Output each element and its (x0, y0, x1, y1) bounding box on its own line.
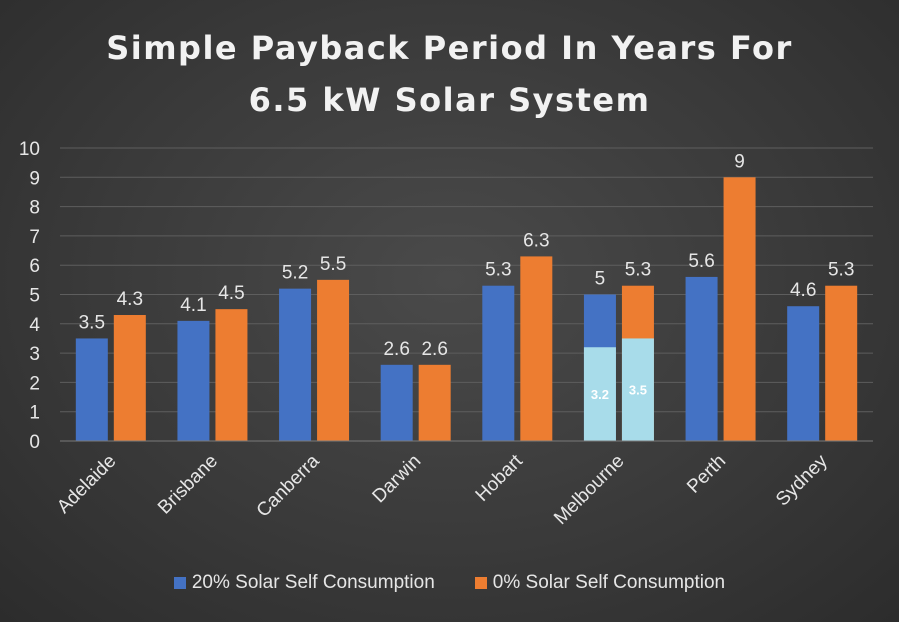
legend-swatch-series-2 (474, 577, 487, 589)
y-tick-label: 0 (29, 432, 40, 453)
chart-title: Simple Payback Period In Years For 6.5 k… (0, 22, 899, 126)
data-label: 9 (734, 151, 745, 172)
y-tick-label: 4 (29, 315, 40, 336)
annotation-segment (621, 338, 654, 441)
data-label: 5.3 (485, 260, 511, 281)
bar-series-1 (279, 288, 312, 441)
data-label: 4.5 (218, 283, 244, 304)
y-tick-label: 7 (29, 227, 40, 248)
bar-series-1 (380, 364, 413, 441)
legend-item-series-1: 20% Solar Self Consumption (173, 572, 435, 594)
data-label: 5.3 (625, 260, 651, 281)
x-tick-label: Brisbane (154, 451, 222, 519)
bar-series-2 (520, 256, 553, 441)
bar-series-2 (825, 285, 858, 441)
data-label: 5.5 (320, 254, 346, 275)
data-label: 3.5 (79, 312, 105, 333)
x-tick-label: Sydney (772, 450, 832, 510)
chart-title-line-1: Simple Payback Period In Years For (106, 29, 793, 67)
bar-series-2 (418, 364, 451, 441)
x-tick-label: Melbourne (550, 451, 628, 529)
data-label: 2.6 (383, 339, 409, 360)
legend: 20% Solar Self Consumption 0% Solar Self… (0, 572, 899, 594)
data-label: 5.2 (282, 263, 308, 284)
bar-series-2 (215, 309, 248, 441)
legend-item-series-2: 0% Solar Self Consumption (474, 572, 726, 594)
annotation-segment (583, 347, 616, 441)
bar-series-2 (317, 279, 350, 441)
bar-series-1 (685, 276, 718, 441)
y-tick-label: 8 (29, 198, 40, 219)
x-tick-label: Canberra (253, 450, 324, 521)
data-label: 5.6 (688, 251, 714, 272)
annotation-label: 3.5 (629, 383, 647, 398)
x-tick-label: Perth (683, 451, 730, 498)
y-tick-label: 6 (29, 256, 40, 277)
x-tick-label: Adelaide (53, 451, 120, 518)
x-tick-label: Hobart (472, 450, 528, 506)
y-tick-label: 5 (29, 286, 40, 307)
bar-series-1 (177, 320, 210, 441)
data-label: 2.6 (421, 339, 447, 360)
data-label: 5.3 (828, 260, 854, 281)
y-tick-label: 10 (19, 139, 40, 160)
y-tick-label: 1 (29, 403, 40, 424)
data-label: 5 (595, 269, 606, 290)
y-tick-label: 3 (29, 344, 40, 365)
legend-label-series-2: 0% Solar Self Consumption (492, 572, 726, 593)
annotation-label: 3.2 (591, 387, 609, 402)
legend-label-series-1: 20% Solar Self Consumption (191, 572, 435, 593)
data-label: 4.3 (117, 289, 143, 310)
bar-series-1 (75, 338, 108, 441)
data-label: 4.1 (180, 295, 206, 316)
data-label: 6.3 (523, 230, 549, 251)
bar-series-2 (113, 315, 146, 441)
x-tick-label: Darwin (369, 451, 426, 508)
y-tick-label: 9 (29, 168, 40, 189)
bar-series-2 (723, 177, 756, 442)
y-tick-label: 2 (29, 373, 40, 394)
chart-title-line-2: 6.5 kW Solar System (248, 81, 651, 119)
data-label: 4.6 (790, 280, 816, 301)
bar-series-1 (787, 306, 820, 441)
legend-swatch-series-1 (173, 577, 186, 589)
bar-series-1 (482, 285, 515, 441)
